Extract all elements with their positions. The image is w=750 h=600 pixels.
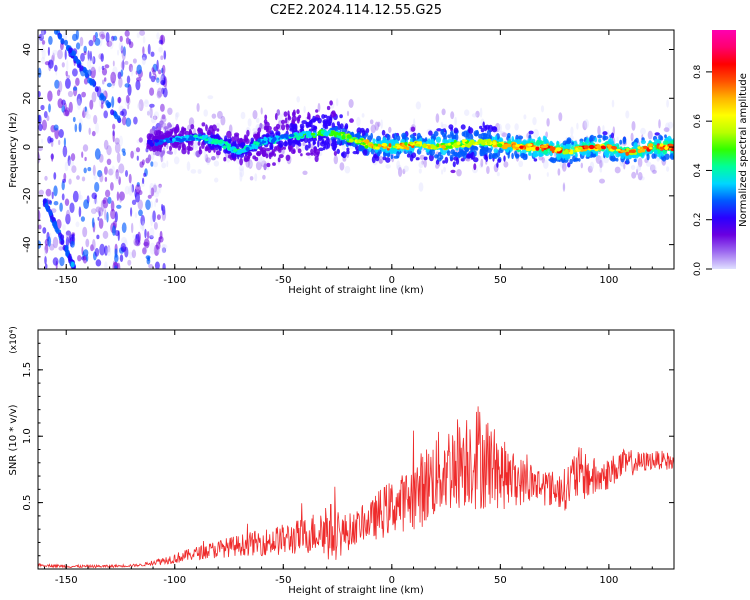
colorbar-label: Normalized spectral amplitude xyxy=(738,73,749,227)
snr-panel: -150 -100 -50 0 50 100 0.5 1.0 1.5 Height of st… xyxy=(8,326,675,596)
spectrogram-x-axis-label: Height of straight line (km) xyxy=(288,285,424,296)
spectrogram-x-tick-label: -150 xyxy=(55,275,78,286)
spectrogram-x-tick-label: -50 xyxy=(275,275,291,286)
snr-x-tick-label: -50 xyxy=(275,575,291,586)
spectrogram-x-tick-label: 100 xyxy=(599,275,618,286)
snr-y-tick-label: 1.5 xyxy=(22,362,33,378)
spectrogram-frame xyxy=(37,29,675,270)
snr-x-tick-label: 50 xyxy=(494,575,507,586)
colorbar-ticks: 0.0 0.2 0.4 0.6 0.8 xyxy=(693,64,712,276)
colorbar-tick-label: 0.0 xyxy=(693,262,703,277)
colorbar-tick-label: 0.4 xyxy=(693,163,703,178)
colorbar-tick-label: 0.8 xyxy=(693,64,703,79)
spectrogram-y-tick-label: 40 xyxy=(22,43,33,56)
snr-x-axis-label: Height of straight line (km) xyxy=(288,585,424,596)
spectrogram-heatmap xyxy=(38,30,674,269)
snr-x-tick-label: -150 xyxy=(55,575,78,586)
spectrogram-x-tick-label: 0 xyxy=(389,275,395,286)
snr-y-ticks: 0.5 1.0 1.5 xyxy=(22,342,674,557)
colorbar-gradient xyxy=(712,30,736,269)
spectrogram-x-ticks: -150 -100 -50 0 50 100 xyxy=(44,30,675,286)
snr-x-tick-label: 0 xyxy=(389,575,395,586)
colorbar: 0.0 0.2 0.4 0.6 0.8 Normalized spectral ampl… xyxy=(693,30,749,276)
colorbar-tick-label: 0.6 xyxy=(693,114,703,129)
snr-x-tick-label: 100 xyxy=(599,575,618,586)
snr-series-line xyxy=(38,406,674,569)
spectrogram-x-tick-label: 50 xyxy=(494,275,507,286)
spectrogram-y-tick-label: 0 xyxy=(22,144,33,150)
colorbar-tick-label: 0.2 xyxy=(693,213,703,227)
snr-x-tick-label: -100 xyxy=(163,575,186,586)
figure-title: C2E2.2024.114.12.55.G25 xyxy=(270,3,442,18)
spectrogram-y-tick-label: 20 xyxy=(22,92,33,105)
spectrogram-y-axis-label: Frequency (Hz) xyxy=(8,112,19,188)
spectrogram-y-ticks: -40 -20 0 20 40 xyxy=(22,36,674,270)
snr-y-tick-label: 0.5 xyxy=(22,495,33,511)
spectrogram-x-tick-label: -100 xyxy=(163,275,186,286)
snr-y-multiplier: (x10⁴) xyxy=(9,326,19,353)
spectrogram-y-tick-label: -20 xyxy=(22,188,33,204)
spectrogram-y-tick-label: -40 xyxy=(22,236,33,252)
snr-y-axis-label: SNR (10 * v/v) xyxy=(8,404,19,475)
snr-y-tick-label: 1.0 xyxy=(22,428,33,444)
snr-x-ticks: -150 -100 -50 0 50 100 xyxy=(44,330,675,586)
spectrogram-panel: -150 -100 -50 0 50 100 -40 -20 0 20 40 Height of … xyxy=(8,29,675,296)
